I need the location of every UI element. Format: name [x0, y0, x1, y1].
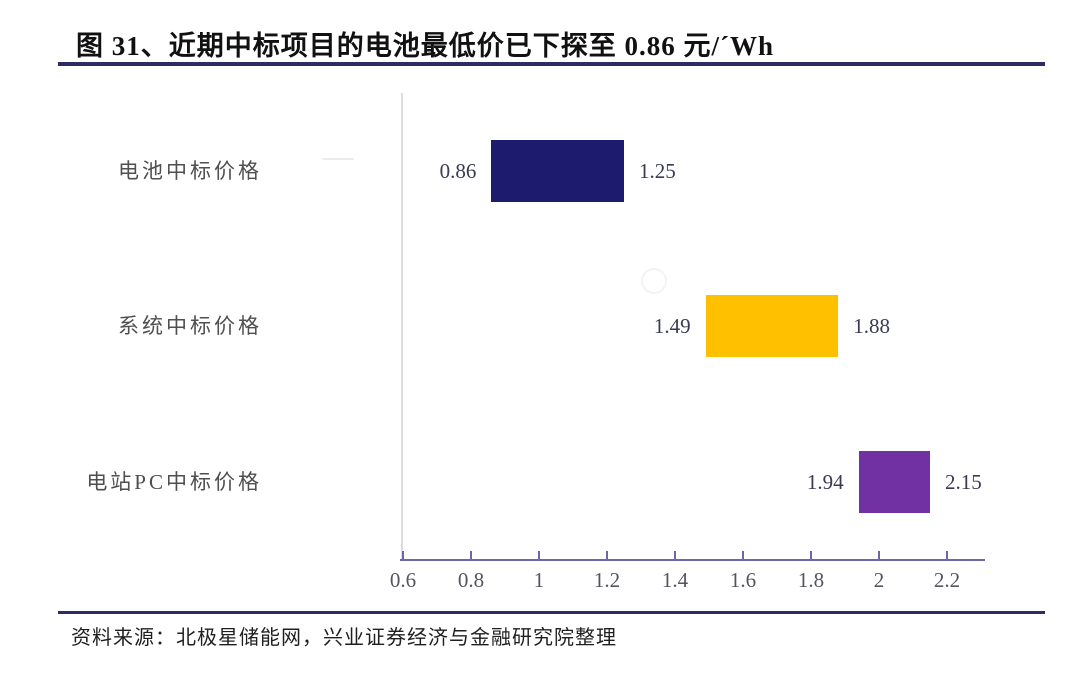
title-rule: [58, 62, 1045, 66]
category-label: 电池中标价格: [118, 159, 262, 183]
x-axis-tick-label: 2.2: [933, 568, 961, 592]
x-axis-tick-label: 1: [533, 568, 545, 592]
x-axis-tick: [674, 551, 676, 559]
category-label: 电站PC中标价格: [86, 470, 262, 494]
range-bar: [858, 451, 930, 513]
category-label: 系统中标价格: [118, 314, 262, 338]
x-axis-tick-label: 1.6: [729, 568, 757, 592]
figure-title: 图 31、近期中标项目的电池最低价已下探至 0.86 元/´Wh: [76, 31, 775, 61]
x-axis-tick-label: 2: [873, 568, 885, 592]
y-axis-line: [401, 93, 403, 560]
x-axis-tick: [538, 551, 540, 559]
bar-high-value: 1.25: [639, 159, 676, 183]
watermark-dash: [322, 158, 354, 160]
x-axis-tick: [402, 551, 404, 559]
range-bar: [705, 295, 839, 357]
bar-low-value: 1.49: [653, 314, 691, 338]
x-axis-tick: [810, 551, 812, 559]
x-axis-tick: [470, 551, 472, 559]
x-axis-tick: [946, 551, 948, 559]
watermark-circle: [641, 268, 667, 294]
bar-low-value: 1.94: [806, 470, 844, 494]
bar-high-value: 1.88: [853, 314, 890, 338]
x-axis-tick-label: 0.6: [389, 568, 417, 592]
x-axis-tick: [606, 551, 608, 559]
bar-low-value: 0.86: [439, 159, 477, 183]
range-bar: [491, 140, 624, 202]
x-axis-tick-label: 1.2: [593, 568, 621, 592]
x-axis-tick-label: 1.4: [661, 568, 689, 592]
x-axis-line: [400, 559, 985, 561]
x-axis-tick-label: 1.8: [797, 568, 825, 592]
source-note: 资料来源：北极星储能网，兴业证券经济与金融研究院整理: [71, 627, 617, 649]
bar-high-value: 2.15: [945, 470, 982, 494]
x-axis-tick: [742, 551, 744, 559]
x-axis-tick-label: 0.8: [457, 568, 485, 592]
x-axis-tick: [878, 551, 880, 559]
footer-rule: [58, 611, 1045, 614]
